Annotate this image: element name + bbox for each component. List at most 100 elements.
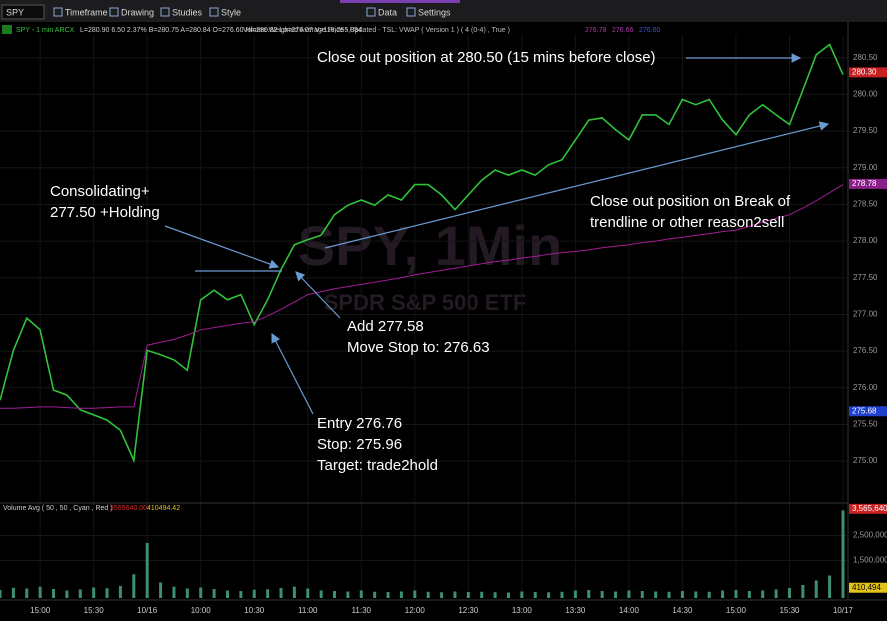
x-tick-label: 14:00 [619,606,640,615]
arrow [271,332,314,415]
x-tick-label: 15:30 [84,606,105,615]
price-tag [849,406,887,417]
volume-bar [506,592,510,598]
volume-bar [453,591,457,598]
annotation: Target: trade2hold [317,457,438,474]
x-tick-label: 10/16 [137,606,158,615]
volume-bar [493,592,497,598]
toolbar-icon [209,7,219,17]
y-tick-label: 277.00 [853,310,878,319]
x-tick-label: 15:00 [726,606,747,615]
volume-bar [399,591,403,598]
volume-bar [520,591,524,598]
annotation: Close out position at 280.50 (15 mins be… [317,49,656,66]
volume-bar [667,591,671,598]
y-tick-label: 280.50 [853,53,878,62]
watermark: SPDR S&P 500 ETF [324,290,527,315]
volume-bar [787,588,791,598]
price-tag [849,582,887,593]
toolbar-button[interactable]: Drawing [121,7,154,17]
volume-bar [266,589,270,598]
x-tick-label: 10/17 [833,606,854,615]
y-tick-label: 276.50 [853,346,878,355]
toolbar-button[interactable]: Style [221,7,241,17]
price-line [0,43,844,464]
toolbar-icon [366,7,376,17]
volume-bar [587,590,591,598]
watermark: SPY, 1Min [298,214,563,277]
price-tag [849,503,887,514]
volume-bar [0,590,2,598]
annotation: Stop: 275.96 [317,436,402,453]
x-tick-label: 13:30 [565,606,586,615]
volume-bar [38,586,42,598]
volume-bar [279,588,283,598]
trendline [324,121,830,249]
volume-bar [333,591,337,598]
price-tag-label: 3,565,640 [852,504,887,513]
y-tick-label: 2,500,000 [853,531,887,540]
volume-bar [828,575,832,598]
volume-bar [65,590,69,598]
symbol-badge [2,25,12,34]
toolbar-icon [160,7,170,17]
vwap-line [0,184,844,409]
volume-bar [185,588,189,598]
x-tick-label: 15:00 [30,606,51,615]
study-value: 276.60 [639,27,661,34]
study-value: 276.66 [612,27,634,34]
volume-bar [841,510,845,598]
volume-bar [734,590,738,598]
toolbar-button[interactable]: Timeframe [65,7,108,17]
annotation: 277.50 +Holding [50,204,160,221]
volume-value: 3565640.00 [110,505,147,512]
symbol-input[interactable]: SPY [6,7,24,17]
volume-bar [426,591,430,598]
volume-bar [413,590,417,598]
volume-bar [132,574,136,598]
volume-bar [640,591,644,598]
volume-bar [78,589,82,598]
volume-bar [600,591,604,598]
volume-bar [252,589,256,598]
y-tick-label: 275.50 [853,420,878,429]
symbol-box[interactable] [1,4,45,20]
volume-bar [306,588,310,598]
y-tick-label: 278.50 [853,200,878,209]
price-tag-label: 410,494 [852,583,881,592]
study-value: 276.78 [585,27,607,34]
x-tick-label: 11:00 [298,606,318,615]
volume-bar [801,585,805,598]
symbol-line: SPY - 1 min ARCX [16,27,75,34]
x-tick-label: 14:30 [672,606,693,615]
toolbar-button[interactable]: Settings [418,7,451,17]
volume-bar [680,591,684,598]
y-tick-label: 277.50 [853,273,878,282]
volume-bar [440,592,444,598]
volume-bar [199,587,203,598]
toolbar-icon [406,7,416,17]
annotation: Move Stop to: 276.63 [347,339,490,356]
y-tick-label: 1,500,000 [853,556,887,565]
x-tick-label: 10:00 [191,606,212,615]
volume-bar [761,590,765,598]
annotation: trendline or other reason2sell [590,214,784,231]
volume-bar [292,586,296,598]
annotation: Consolidating+ [50,183,150,200]
volume-bar [105,588,109,598]
y-tick-label: 276.00 [853,383,878,392]
toolbar-button[interactable]: Studies [172,7,203,17]
annotation: Entry 276.76 [317,415,402,432]
y-tick-label: 280.00 [853,90,878,99]
price-tag-label: 278.78 [852,179,877,188]
volume-bar [11,587,15,598]
x-tick-label: 10:30 [244,606,265,615]
study-label: Volume-Weighted Average Price - Updated … [243,27,510,34]
volume-bar [212,589,216,598]
volume-value: 410494.42 [147,505,180,512]
volume-bar [707,591,711,598]
toolbar-button[interactable]: Data [378,7,397,17]
volume-bar [145,543,149,598]
volume-bar [386,592,390,598]
